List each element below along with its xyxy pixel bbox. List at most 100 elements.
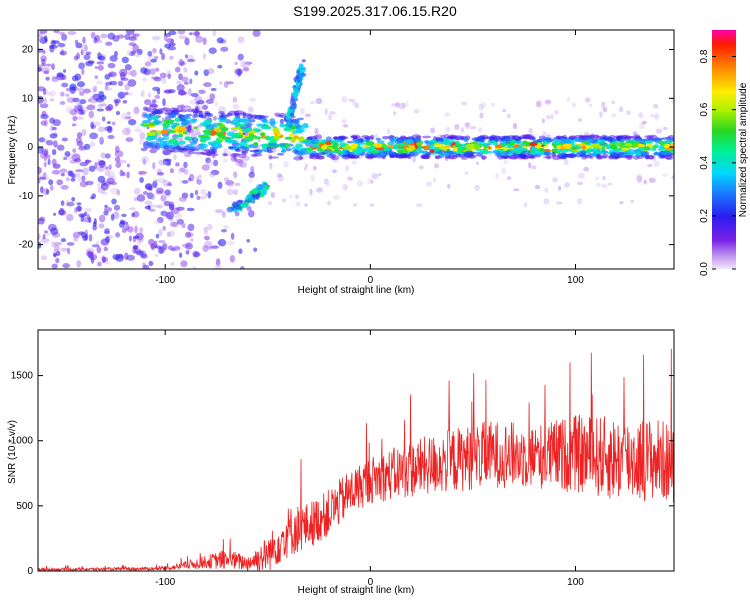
spectrogram-cell <box>241 150 247 154</box>
spectrogram-cell <box>542 156 552 159</box>
spectrogram-cell <box>634 151 642 156</box>
spectrogram-cell <box>106 121 111 125</box>
spectrogram-cell <box>119 169 124 177</box>
spectrogram-cell <box>97 261 102 267</box>
spectrogram-cell <box>145 142 154 147</box>
spectrogram-cell <box>503 159 508 165</box>
spectrogram-cell <box>148 102 158 111</box>
spectrogram-cell <box>169 168 174 174</box>
spectrogram-cell <box>172 109 181 113</box>
spectrogram-cell <box>38 216 46 222</box>
spectrogram-cell <box>344 165 350 172</box>
spectrogram-cell <box>192 31 201 36</box>
spectrogram-cell <box>503 138 510 142</box>
spectrogram-cell <box>606 144 611 150</box>
spectrogram-cell <box>444 144 450 148</box>
spectrogram-cell <box>395 101 400 108</box>
spectrogram-cell <box>177 30 186 35</box>
spectrogram-cell <box>412 155 416 163</box>
spectrogram-cell <box>242 155 250 161</box>
spectrogram-cell <box>594 176 600 181</box>
spectrogram-cell <box>50 124 54 132</box>
spectrogram-cell <box>152 47 157 54</box>
spectrogram-cell <box>551 154 562 160</box>
spectrogram-cell <box>616 143 622 147</box>
spectrogram-cell <box>225 180 235 186</box>
spectrogram-cell <box>238 248 243 255</box>
spectrogram-cell <box>106 177 115 185</box>
spectrogram-cell <box>93 39 103 44</box>
spectrogram-cell <box>117 80 124 87</box>
spectrogram-cell <box>324 148 332 154</box>
spectrogram-cell <box>194 113 199 118</box>
spectrogram-cell <box>332 145 337 149</box>
spectrogram-cell <box>114 99 119 107</box>
spectrogram-cell <box>168 42 176 47</box>
spectrogram-cell <box>89 141 96 147</box>
spectrogram-cell <box>285 147 292 152</box>
spectrogram-cell <box>371 150 379 155</box>
spectrogram-cell <box>248 134 257 139</box>
spectrogram-cell <box>97 65 104 71</box>
spectrogram-cell <box>523 202 528 208</box>
spectrogram-cell <box>430 127 435 134</box>
spectrogram-cell <box>588 103 593 108</box>
spectrogram-cell <box>315 155 325 160</box>
spectrogram-cell <box>75 137 82 144</box>
spectrogram-cell <box>336 149 342 154</box>
spectrogram-cell <box>215 128 222 133</box>
spectrogram-cell <box>82 88 91 94</box>
spectrogram-cell <box>38 95 44 104</box>
spectrogram-cell <box>219 115 227 119</box>
spectrogram-cell <box>393 111 397 116</box>
spectrogram-cell <box>39 152 45 159</box>
spectrogram-cell <box>220 46 229 52</box>
spectrogram-cell <box>541 118 545 124</box>
spectrogram-cell <box>202 37 207 46</box>
spectrogram-cell <box>648 155 655 160</box>
spectrogram-cell <box>279 118 285 124</box>
spectrogram-cell <box>289 194 293 199</box>
spectrogram-cell <box>124 116 132 120</box>
spectrogram-cell <box>325 183 331 187</box>
spectrogram-cell <box>125 126 130 135</box>
spectrogram-cell <box>550 113 554 120</box>
spectrogram-cell <box>181 192 189 199</box>
spectrogram-cell <box>404 101 409 107</box>
spectrogram-cell <box>224 153 229 157</box>
spectrogram-cell <box>228 206 234 211</box>
spectrogram-cell <box>84 159 92 163</box>
spectrogram-cell <box>189 78 193 85</box>
spectrogram-cell <box>168 89 176 94</box>
spectrogram-frame <box>37 29 675 270</box>
spectrogram-cell <box>643 179 648 185</box>
spectrogram-cell <box>277 133 282 137</box>
spectrogram-cell <box>296 70 301 74</box>
spectrogram-cell <box>552 140 561 145</box>
spectrogram-cell <box>640 151 648 155</box>
spectrogram-cell <box>142 114 150 117</box>
spectrogram-cell <box>189 32 193 36</box>
spectrogram-cell <box>209 245 213 250</box>
spectrogram-cell <box>353 149 363 154</box>
spectrogram-cell <box>128 70 132 76</box>
spectrogram-cell <box>194 129 200 136</box>
spectrogram-cell <box>176 218 184 225</box>
spectrogram-cell <box>489 134 497 140</box>
spectrogram-cell <box>79 161 88 167</box>
spectrogram-cell <box>145 183 152 191</box>
spectrogram-cell <box>51 263 58 269</box>
spectrogram-cell <box>554 109 559 115</box>
spectrogram-cell <box>209 171 216 178</box>
spectrogram-cell <box>295 128 306 133</box>
spectrogram-cell <box>324 108 328 116</box>
spectrogram-cell <box>219 81 223 85</box>
spectrogram-cell <box>233 189 239 196</box>
spectrogram-cell <box>87 60 95 64</box>
spectrogram-cell <box>187 223 195 232</box>
spectrogram-cell <box>182 116 192 120</box>
spectrogram-cell <box>40 186 44 194</box>
spectrogram-cell <box>534 185 541 190</box>
spectrogram-cell <box>527 162 532 169</box>
spectrogram-cell <box>156 216 164 224</box>
